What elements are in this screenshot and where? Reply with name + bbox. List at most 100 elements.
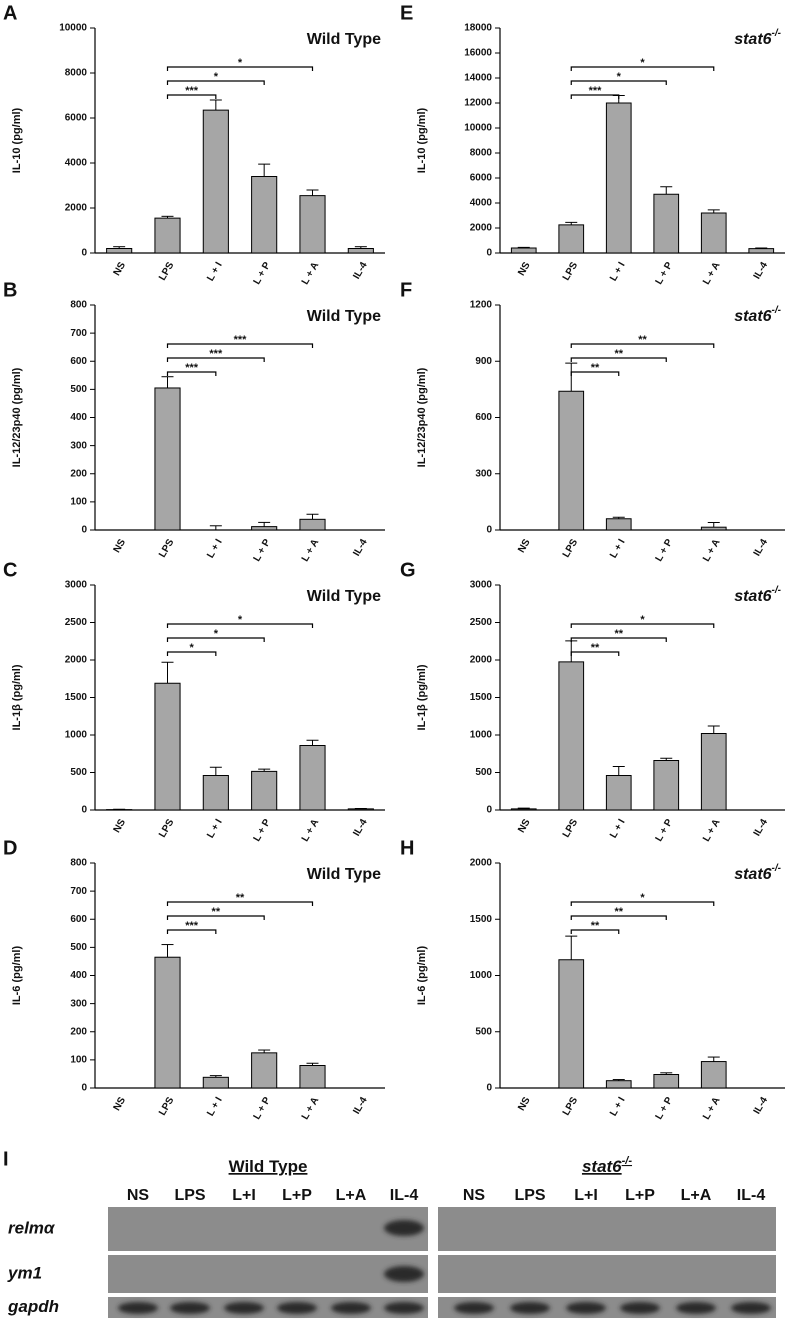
significance-label: *** xyxy=(589,85,603,97)
title-text: stat6 xyxy=(734,308,771,325)
x-tick-label: L + I xyxy=(205,537,225,560)
gene-label: gapdh xyxy=(7,1297,59,1316)
y-tick-label: 0 xyxy=(486,1083,492,1094)
x-tick-label: L + I xyxy=(205,817,225,840)
y-tick-label: 4000 xyxy=(470,198,493,209)
significance-label: * xyxy=(640,614,645,626)
y-tick-label: 500 xyxy=(70,767,87,778)
x-tick-label: L + I xyxy=(205,260,225,283)
panel-label: I xyxy=(3,1148,9,1170)
y-tick-label: 0 xyxy=(81,1083,87,1094)
significance-bracket xyxy=(166,66,314,71)
bar xyxy=(202,1076,229,1089)
significance-bracket xyxy=(570,623,715,628)
lane-label: L+I xyxy=(232,1187,256,1204)
y-tick-label: 10000 xyxy=(59,23,87,34)
y-tick-label: 1500 xyxy=(470,692,493,703)
bar xyxy=(558,390,585,531)
x-tick-label: L + A xyxy=(300,817,322,843)
significance-bracket xyxy=(570,66,715,71)
y-axis-label: IL-6 (pg/ml) xyxy=(11,946,23,1006)
lane-label: L+A xyxy=(681,1187,712,1204)
significance-bracket xyxy=(570,929,620,934)
y-tick-label: 100 xyxy=(70,497,87,508)
bar xyxy=(510,247,537,254)
significance-bracket xyxy=(166,623,314,628)
y-tick-label: 0 xyxy=(486,248,492,259)
significance-label: ** xyxy=(212,906,221,918)
bar xyxy=(605,1080,632,1089)
bar xyxy=(653,760,680,811)
gel-band xyxy=(384,1266,424,1282)
x-tick-label: L + P xyxy=(654,537,676,564)
x-tick-label: NS xyxy=(112,1095,129,1113)
x-tick-label: IL-4 xyxy=(752,260,771,281)
title-text: Wild Type xyxy=(307,31,381,48)
gel-band xyxy=(676,1302,716,1314)
title-superscript: -/- xyxy=(772,585,782,596)
bar xyxy=(299,518,326,531)
x-tick-label: NS xyxy=(112,537,129,555)
bar xyxy=(299,745,326,811)
x-tick-label: NS xyxy=(112,817,129,835)
x-tick-label: L + A xyxy=(300,537,322,563)
bar xyxy=(700,733,727,811)
y-tick-label: 1000 xyxy=(470,730,493,741)
significance-label: *** xyxy=(185,85,199,97)
y-tick-label: 800 xyxy=(70,300,87,311)
y-tick-label: 0 xyxy=(81,805,87,816)
y-axis-label: IL-10 (pg/ml) xyxy=(11,107,23,173)
gene-label: ym1 xyxy=(7,1263,42,1282)
title-text: Wild Type xyxy=(307,308,381,325)
y-tick-label: 700 xyxy=(70,886,87,897)
bar xyxy=(251,1052,278,1089)
bar xyxy=(748,248,775,254)
significance-label: *** xyxy=(234,334,248,346)
x-tick-label: L + P xyxy=(654,260,676,287)
x-tick-label: IL-4 xyxy=(752,817,771,838)
y-tick-label: 500 xyxy=(475,1026,492,1037)
significance-label: * xyxy=(640,892,645,904)
significance-label: * xyxy=(190,642,195,654)
significance-bracket xyxy=(166,915,265,920)
significance-bracket xyxy=(166,357,265,362)
significance-bracket xyxy=(166,651,217,656)
x-tick-label: NS xyxy=(516,260,533,278)
y-tick-label: 2000 xyxy=(470,655,493,666)
significance-bracket xyxy=(570,357,667,362)
y-tick-label: 16000 xyxy=(464,48,492,59)
significance-label: *** xyxy=(185,362,199,374)
bar xyxy=(154,387,181,531)
significance-label: ** xyxy=(591,920,600,932)
panel-label: E xyxy=(400,2,413,24)
significance-label: ** xyxy=(614,628,623,640)
y-axis-label: IL-1β (pg/ml) xyxy=(11,664,23,730)
x-tick-label: L + I xyxy=(608,817,628,840)
gel-band xyxy=(170,1302,210,1314)
bar xyxy=(299,195,326,254)
significance-bracket xyxy=(166,929,217,934)
gel-band xyxy=(731,1302,771,1314)
significance-bracket xyxy=(570,651,620,656)
x-tick-label: LPS xyxy=(157,537,176,560)
gel-strip xyxy=(108,1255,428,1293)
chart-title: stat6-/- xyxy=(734,863,781,884)
significance-bracket xyxy=(570,80,667,85)
significance-label: *** xyxy=(185,920,199,932)
y-tick-label: 3000 xyxy=(65,580,88,591)
y-tick-label: 800 xyxy=(70,858,87,869)
x-tick-label: L + A xyxy=(300,1095,322,1121)
x-tick-label: LPS xyxy=(561,1095,580,1118)
significance-label: ** xyxy=(591,362,600,374)
y-tick-label: 100 xyxy=(70,1055,87,1066)
bar xyxy=(558,224,585,254)
x-tick-label: L + A xyxy=(701,817,723,843)
significance-label: * xyxy=(640,57,645,69)
x-tick-label: L + P xyxy=(252,537,274,564)
y-tick-label: 4000 xyxy=(65,158,88,169)
y-tick-label: 8000 xyxy=(470,148,493,159)
bar xyxy=(299,1065,326,1089)
gel-group-title: stat6-/- xyxy=(582,1155,632,1177)
significance-bracket xyxy=(570,371,620,376)
